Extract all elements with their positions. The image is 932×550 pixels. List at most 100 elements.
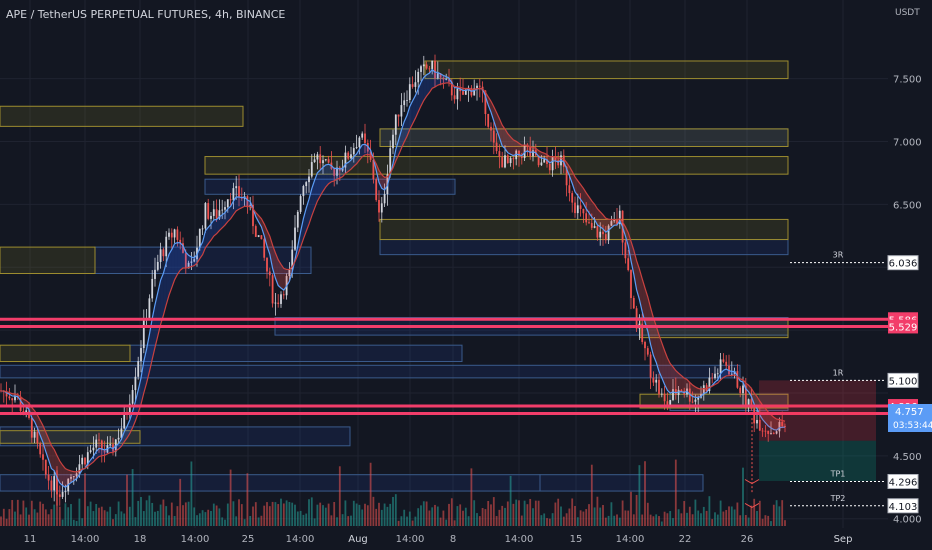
volume-bar-133 <box>372 496 375 526</box>
price-badge-6 <box>887 473 919 489</box>
candle-body-119 <box>333 168 336 176</box>
candle-body-17 <box>47 474 50 481</box>
volume-bar-228 <box>638 465 641 526</box>
ma-ribbon-seg-276 <box>771 414 774 430</box>
ma-ribbon-seg-63 <box>174 242 178 280</box>
volume-bar-23 <box>64 503 67 526</box>
candle-body-0 <box>0 390 2 392</box>
position-tool[interactable] <box>744 380 876 508</box>
volume-bar-197 <box>551 513 554 526</box>
ma-ribbon-seg-84 <box>233 196 237 215</box>
ma-ribbon-seg-62 <box>171 243 175 288</box>
volume-bar-128 <box>358 504 361 526</box>
ma-ribbon-seg-215 <box>600 211 603 229</box>
ma-ribbon-seg-64 <box>177 242 181 275</box>
supply-zone-7 <box>0 344 131 363</box>
volume-bar-97 <box>271 501 274 526</box>
volume-bar-118 <box>330 515 333 526</box>
ma-ribbon-seg-130 <box>362 144 365 157</box>
candle-body-247 <box>691 401 694 403</box>
candle-body-248 <box>694 399 697 402</box>
candle-body-177 <box>495 142 498 152</box>
ma-ribbon-seg-50 <box>138 377 141 413</box>
volume-bar-185 <box>518 500 520 526</box>
volume-bar-192 <box>537 500 540 526</box>
x-tick-3: 14:00 <box>181 534 210 545</box>
ma-ribbon-seg-259 <box>723 369 727 378</box>
ma-ribbon-seg-102 <box>283 268 287 291</box>
demand-zone-6 <box>0 364 741 379</box>
volume-bar-176 <box>492 497 495 526</box>
volume-bar-208 <box>582 511 585 526</box>
volume-bar-24 <box>67 507 70 526</box>
candle-body-252 <box>705 385 708 392</box>
candle-body-141 <box>394 114 397 135</box>
volume-bar-155 <box>434 504 436 526</box>
volume-bar-1 <box>2 508 5 526</box>
price-badge-text-3: 5.100 <box>889 376 918 387</box>
candle-body-109 <box>305 182 308 187</box>
volume-bar-141 <box>394 494 397 526</box>
volume-bar-247 <box>691 514 694 526</box>
candle-body-187 <box>523 144 526 159</box>
red-level-lines <box>0 317 888 415</box>
ma-ribbon-seg-198 <box>552 156 556 162</box>
y-tick-0: 7.500 <box>893 75 922 86</box>
volume-bar-154 <box>431 507 434 526</box>
candle-body-234 <box>655 379 658 383</box>
ma-ribbon-seg-77 <box>213 219 217 237</box>
candle-body-98 <box>274 302 277 304</box>
candle-body-279 <box>781 422 784 427</box>
volume-bar-275 <box>770 521 772 526</box>
candle-body-270 <box>756 419 758 424</box>
candle-body-150 <box>420 66 422 72</box>
volume-bar-142 <box>397 520 400 526</box>
ma-ribbon-seg-76 <box>211 219 214 241</box>
volume-bar-94 <box>263 505 266 526</box>
currency-label: USDT <box>895 8 920 18</box>
volume-bar-186 <box>520 515 523 526</box>
candle-body-233 <box>652 377 655 383</box>
volume-bar-106 <box>296 511 299 526</box>
volume-bar-207 <box>579 510 582 526</box>
volume-bar-59 <box>165 506 168 526</box>
candle-body-237 <box>663 393 666 402</box>
x-tick-11: 14:00 <box>616 534 645 545</box>
volume-bar-216 <box>604 517 607 526</box>
candle-body-67 <box>187 262 190 269</box>
demand-zone-2 <box>379 239 789 256</box>
candle-body-240 <box>672 389 674 401</box>
candle-body-30 <box>84 457 86 465</box>
volume-bar-98 <box>274 502 277 526</box>
candle-body-185 <box>518 150 520 156</box>
candle-body-223 <box>624 242 627 259</box>
ma-ribbon-seg-99 <box>275 252 279 286</box>
ma-ribbon-seg-86 <box>239 197 242 210</box>
candle-body-166 <box>464 89 467 95</box>
volume-bar-16 <box>44 509 47 526</box>
volume-bar-211 <box>590 464 593 526</box>
ma-ribbon-seg-59 <box>163 262 167 316</box>
ma-ribbon-seg-131 <box>365 144 368 155</box>
candle-body-192 <box>537 155 540 166</box>
ma-ribbon-seg-80 <box>222 212 225 228</box>
volume-bar-55 <box>154 511 156 526</box>
chart-title: APE / TetherUS PERPETUAL FUTURES, 4h, BI… <box>6 8 285 21</box>
ma-ribbon-seg-149 <box>415 88 419 119</box>
volume-bar-279 <box>781 500 784 526</box>
volume-bar-48 <box>134 517 137 526</box>
candle-body-95 <box>266 257 268 272</box>
y-tick-3: 4.500 <box>893 452 922 463</box>
ma-ribbon-seg-242 <box>675 370 679 393</box>
level-tag-7: TP2 <box>830 494 846 503</box>
volume-bar-35 <box>98 507 100 526</box>
ma-ribbon-seg-230 <box>642 278 645 323</box>
x-tick-13: 26 <box>741 534 754 545</box>
candle-body-189 <box>529 146 532 157</box>
level-tag-0: 3R <box>833 251 844 260</box>
ma-ribbon-seg-60 <box>166 254 169 305</box>
candle-body-211 <box>590 222 593 228</box>
ma-ribbon-seg-58 <box>160 273 164 325</box>
volume-bar-14 <box>39 501 42 526</box>
